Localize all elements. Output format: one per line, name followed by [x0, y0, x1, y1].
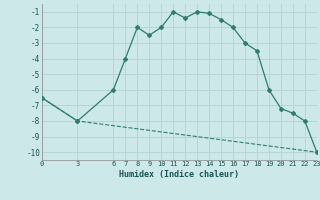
X-axis label: Humidex (Indice chaleur): Humidex (Indice chaleur) [119, 170, 239, 179]
